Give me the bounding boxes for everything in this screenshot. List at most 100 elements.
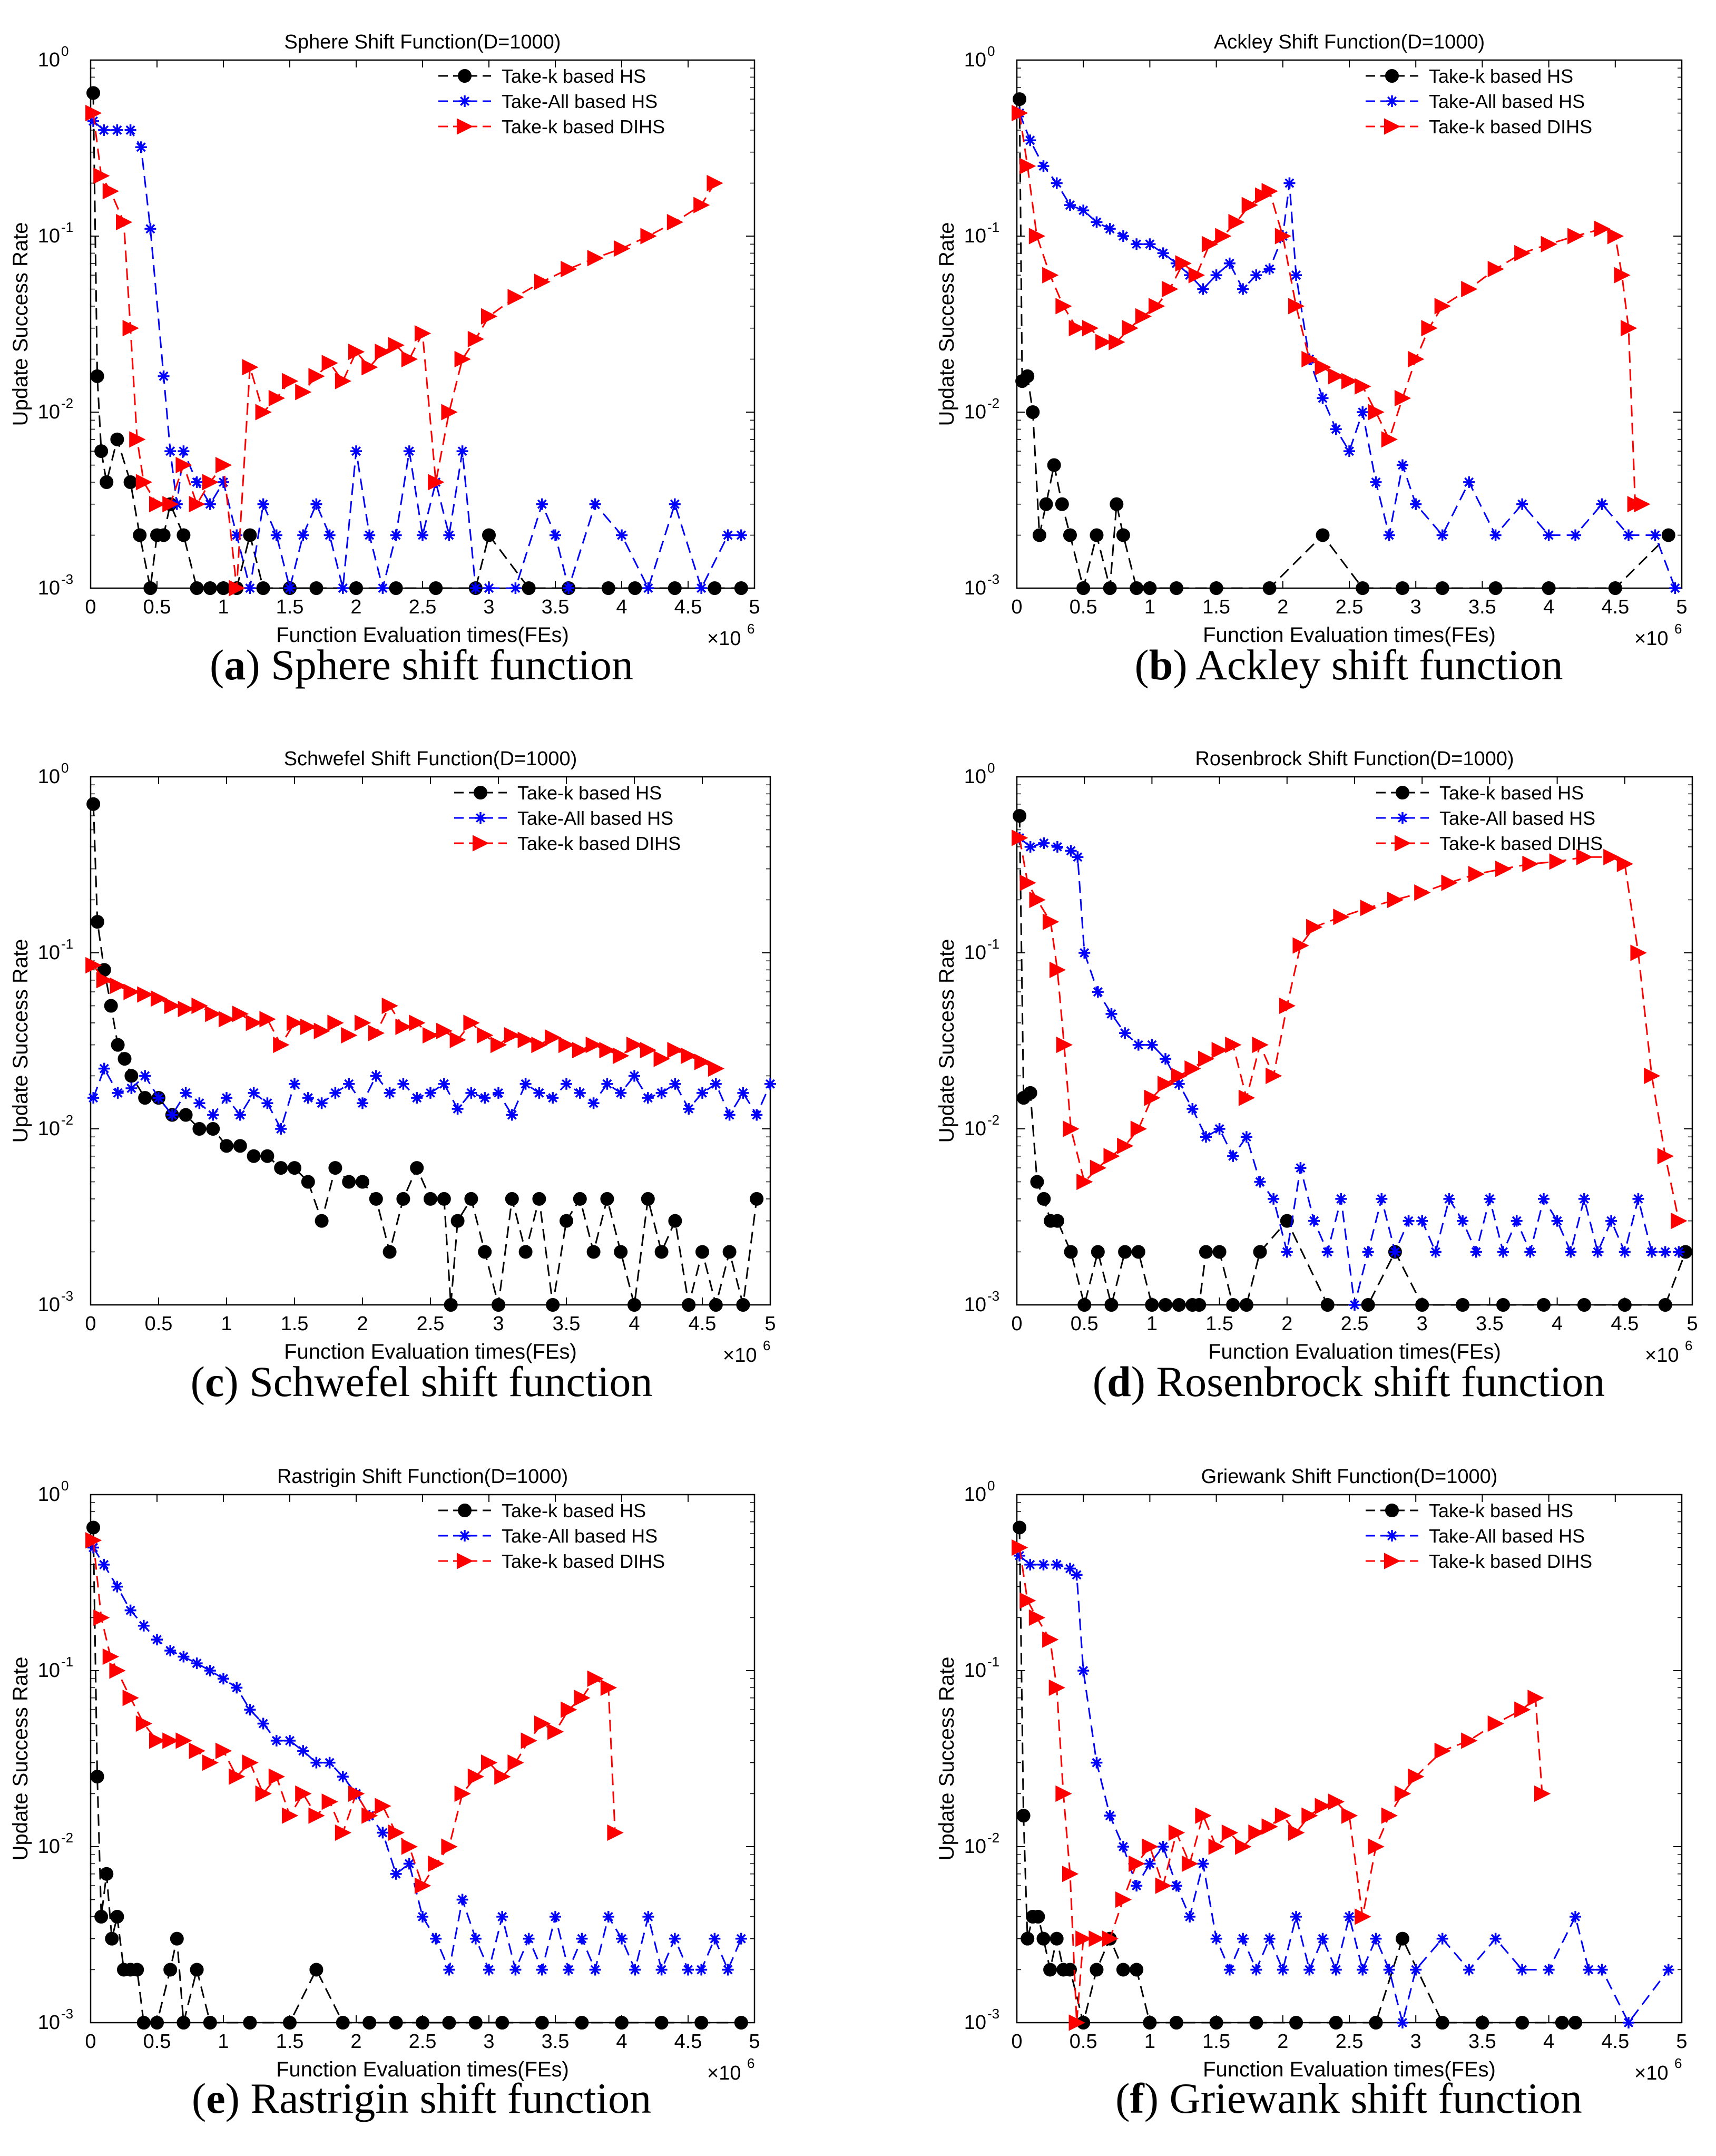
- data-point: [248, 1087, 260, 1099]
- data-point: [1463, 476, 1475, 488]
- legend-label: Take-k based HS: [1439, 782, 1584, 804]
- data-point: [156, 528, 171, 542]
- data-point: [1104, 1810, 1116, 1822]
- data-point: [1360, 900, 1377, 916]
- data-point: [642, 582, 654, 594]
- data-point: [1661, 528, 1675, 542]
- data-point: [442, 2016, 456, 2030]
- data-point: [642, 1910, 654, 1923]
- data-point: [1488, 581, 1503, 595]
- series-take_all_hs: [1014, 1549, 1674, 2028]
- data-point: [479, 1092, 491, 1104]
- legend-label: Take-k based DIHS: [517, 833, 681, 854]
- data-point: [1024, 841, 1036, 853]
- y-tick-label: 10: [38, 1660, 60, 1682]
- x-tick-label: 3: [493, 1313, 504, 1335]
- data-point: [1262, 581, 1277, 595]
- data-point: [260, 1149, 274, 1163]
- legend-label: Take-All based HS: [502, 91, 658, 112]
- data-point: [1621, 320, 1637, 337]
- data-point: [709, 1298, 723, 1312]
- data-point: [681, 1047, 698, 1065]
- data-point: [722, 529, 734, 541]
- data-point: [102, 1648, 120, 1665]
- data-point: [1368, 404, 1385, 421]
- data-point: [1064, 1245, 1078, 1259]
- legend-label: Take-k based HS: [1429, 1500, 1573, 1521]
- data-point: [1436, 529, 1448, 541]
- data-point: [390, 1868, 402, 1880]
- data-point: [1290, 269, 1302, 281]
- data-point: [1395, 581, 1409, 595]
- data-point: [477, 1027, 494, 1044]
- data-point: [629, 1964, 641, 1976]
- x-tick-label: 0: [85, 1313, 96, 1335]
- data-point: [443, 529, 455, 541]
- x-tick-label: 1.5: [1205, 1313, 1233, 1335]
- data-point: [666, 213, 684, 231]
- x-axis-label: Function Evaluation times(FEs): [1203, 623, 1496, 647]
- data-point: [1200, 1131, 1212, 1143]
- data-point: [519, 1078, 532, 1090]
- data-point: [1543, 529, 1555, 541]
- data-point: [1249, 2016, 1263, 2030]
- series-line: [1018, 99, 1669, 589]
- data-point: [587, 250, 604, 267]
- data-point: [1461, 280, 1478, 298]
- y-axis-label: Update Success Rate: [935, 939, 958, 1143]
- data-point: [1421, 320, 1438, 337]
- caption-letter: d: [1107, 1358, 1131, 1406]
- data-point: [1077, 1665, 1090, 1676]
- x-tick-label: 4.5: [1611, 1313, 1639, 1335]
- data-point: [545, 1029, 562, 1046]
- data-point: [1102, 1930, 1119, 1947]
- data-point: [1149, 298, 1165, 315]
- data-point: [1195, 1807, 1212, 1824]
- data-point: [86, 1520, 101, 1535]
- legend-marker: [1385, 69, 1399, 83]
- data-point: [430, 1933, 442, 1945]
- y-tick-label: 10: [964, 942, 986, 964]
- data-point: [388, 337, 405, 354]
- data-point: [1408, 1768, 1425, 1785]
- data-point: [1110, 497, 1124, 511]
- y-tick-exp: -1: [987, 936, 999, 952]
- data-point: [176, 528, 191, 542]
- data-point: [220, 1139, 233, 1153]
- data-point: [1042, 267, 1059, 284]
- data-point: [1344, 1910, 1355, 1923]
- data-point: [361, 1807, 378, 1824]
- x-tick-label: 1.5: [1202, 596, 1230, 618]
- data-point: [1277, 1964, 1289, 1976]
- data-point: [1568, 2016, 1583, 2030]
- chart-title: Schwefel Shift Function(D=1000): [284, 748, 577, 770]
- data-point: [204, 498, 216, 510]
- data-point: [491, 1037, 507, 1053]
- x-tick-label: 4.5: [674, 596, 702, 618]
- data-point: [1268, 1193, 1280, 1205]
- series-take_k_dihs: [1012, 830, 1688, 1230]
- data-point: [1055, 298, 1072, 315]
- data-point: [202, 1754, 219, 1771]
- data-point: [130, 1963, 144, 1977]
- data-point: [723, 1109, 736, 1121]
- data-point: [1047, 458, 1061, 472]
- data-point: [1370, 476, 1382, 488]
- data-point: [1576, 848, 1593, 865]
- x-tick-label: 5: [749, 2031, 760, 2053]
- data-point: [614, 240, 631, 257]
- legend-label: Take-k based DIHS: [502, 1550, 665, 1572]
- data-point: [483, 582, 495, 594]
- data-point: [693, 197, 710, 213]
- data-point: [1349, 1299, 1360, 1311]
- data-point: [170, 1931, 184, 1946]
- x-tick-label: 3: [1410, 596, 1421, 618]
- data-point: [1487, 1715, 1504, 1732]
- data-point: [533, 1087, 545, 1099]
- x-tick-label: 1: [1146, 1313, 1158, 1335]
- data-point: [206, 1122, 220, 1136]
- data-point: [1321, 1246, 1333, 1258]
- caption-d: (d) Rosenbrock shift function: [1092, 1358, 1605, 1406]
- data-point: [469, 582, 482, 594]
- data-point: [401, 350, 418, 368]
